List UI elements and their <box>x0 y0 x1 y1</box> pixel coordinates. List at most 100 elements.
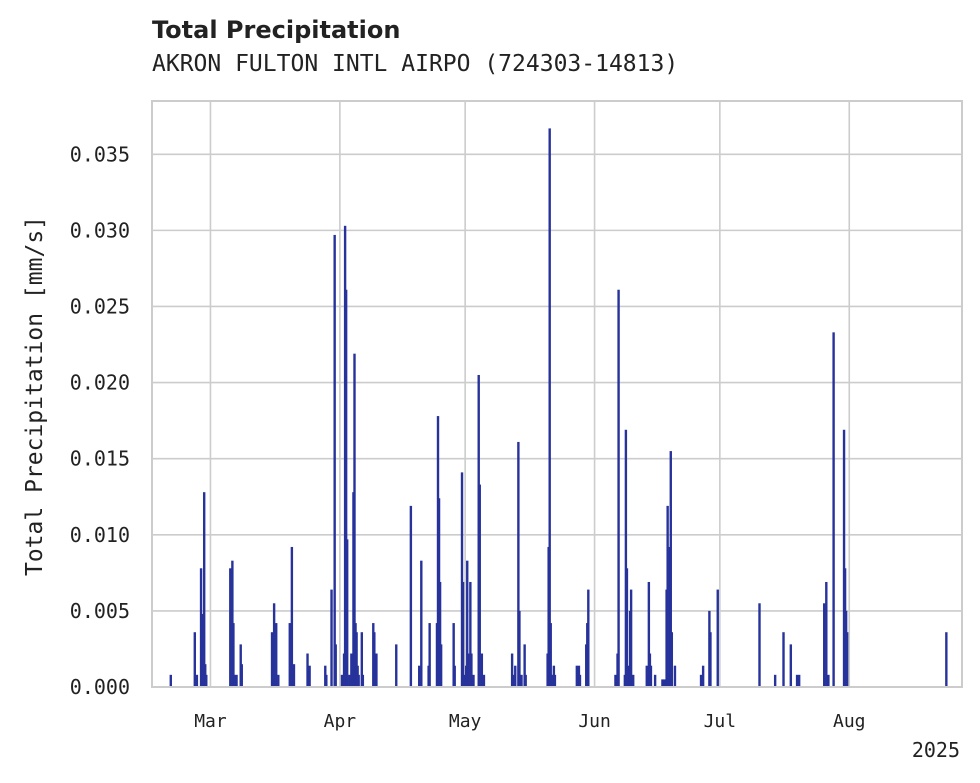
x-axis-ticks: Mar Apr May Jun Jul Aug <box>194 711 865 732</box>
precip-bar <box>797 674 801 687</box>
precip-bar <box>438 581 442 687</box>
y-tick-label: 0.005 <box>70 599 130 623</box>
precip-bar <box>467 653 470 687</box>
precip-bar <box>647 581 651 687</box>
precip-bar <box>472 674 475 687</box>
precip-bar <box>306 653 309 687</box>
bar-series <box>169 128 948 687</box>
y-tick-label: 0.035 <box>70 142 130 166</box>
plot-frame <box>151 100 963 688</box>
precip-bar <box>288 623 291 687</box>
x-tick-label: Jul <box>704 711 737 732</box>
precip-bar <box>523 644 526 687</box>
precip-bar <box>270 632 274 687</box>
x-tick-label: Mar <box>194 711 227 732</box>
y-axis-ticks: 0.000 0.005 0.010 0.015 0.020 0.025 0.030 0.035 <box>70 142 130 699</box>
precip-bar <box>325 674 328 687</box>
precip-bar <box>825 581 828 687</box>
precip-bar <box>462 674 466 687</box>
precip-bar <box>669 451 672 687</box>
precip-bar <box>420 560 423 687</box>
precip-bar <box>827 674 830 687</box>
precip-bar <box>758 603 761 687</box>
precip-bar <box>350 653 353 687</box>
precip-bar <box>649 665 653 687</box>
x-axis-year-label: 2025 <box>912 738 960 762</box>
precip-bar <box>232 623 235 687</box>
precip-bar <box>466 560 469 687</box>
precip-bar <box>452 623 455 687</box>
precip-bar <box>845 632 849 687</box>
y-tick-label: 0.020 <box>70 371 130 395</box>
precip-bar <box>169 674 172 687</box>
precip-bar <box>275 623 278 687</box>
y-tick-label: 0.025 <box>70 294 130 318</box>
precip-bar <box>624 429 628 687</box>
y-tick-label: 0.015 <box>70 447 130 471</box>
precip-bar <box>478 484 481 687</box>
x-tick-label: Apr <box>324 711 357 732</box>
precip-bar <box>202 492 206 687</box>
precip-bar <box>795 674 799 687</box>
precip-bar <box>229 568 232 687</box>
precip-bar <box>375 653 378 687</box>
precip-bar <box>357 674 360 687</box>
precip-bar <box>460 472 464 687</box>
precip-bar <box>418 665 421 687</box>
precip-bar <box>514 665 517 687</box>
precip-bar <box>308 665 311 687</box>
precip-bar <box>575 665 579 687</box>
precip-bar <box>469 581 472 687</box>
precip-bar <box>330 589 333 687</box>
precip-bar <box>670 632 674 687</box>
precip-bar <box>524 674 527 687</box>
precip-bar <box>587 589 590 687</box>
precip-bar <box>631 674 635 687</box>
precip-bar <box>716 589 719 687</box>
y-tick-label: 0.000 <box>70 675 130 699</box>
precip-bar <box>578 674 582 687</box>
precip-bar <box>470 653 473 687</box>
chart-title: Total Precipitation <box>152 16 401 44</box>
precip-bar <box>842 429 846 687</box>
chart-subtitle: AKRON FULTON INTL AIRPO (724303-14813) <box>152 51 679 77</box>
precip-bar <box>625 568 629 687</box>
precip-bar <box>832 332 835 687</box>
precip-bar <box>235 674 238 687</box>
precip-bar <box>709 632 712 687</box>
precip-bar <box>461 581 465 687</box>
precip-bar <box>292 664 296 687</box>
precip-bar <box>518 610 521 687</box>
y-axis-label: Total Precipitation [mm/s] <box>22 216 48 576</box>
precip-bar <box>439 644 443 687</box>
precip-bar <box>428 623 431 687</box>
precip-bar <box>701 665 705 687</box>
precip-bar <box>240 664 243 687</box>
precip-bar <box>673 665 677 687</box>
precip-bar <box>550 674 553 687</box>
precip-bar <box>629 589 633 687</box>
precip-bar <box>699 674 703 687</box>
precip-bar <box>520 674 523 687</box>
precip-bar <box>480 653 484 687</box>
precip-bar <box>666 505 669 687</box>
grid-lines <box>152 101 962 688</box>
precip-bar <box>205 674 208 687</box>
precip-bar <box>789 644 793 687</box>
precip-bar <box>823 603 826 687</box>
precip-bar <box>361 674 365 687</box>
precip-bar <box>782 632 785 687</box>
precip-bar <box>360 632 364 687</box>
precip-bar <box>345 539 349 687</box>
precip-bar <box>945 632 948 687</box>
x-tick-label: Aug <box>833 711 866 732</box>
precip-bar <box>773 674 777 687</box>
precip-bar <box>661 679 664 687</box>
precip-bar <box>290 546 294 687</box>
y-tick-label: 0.030 <box>70 218 130 242</box>
precip-bar <box>453 665 456 687</box>
precip-bar <box>353 353 356 687</box>
precip-bar <box>395 644 398 687</box>
precip-bar <box>340 674 344 687</box>
